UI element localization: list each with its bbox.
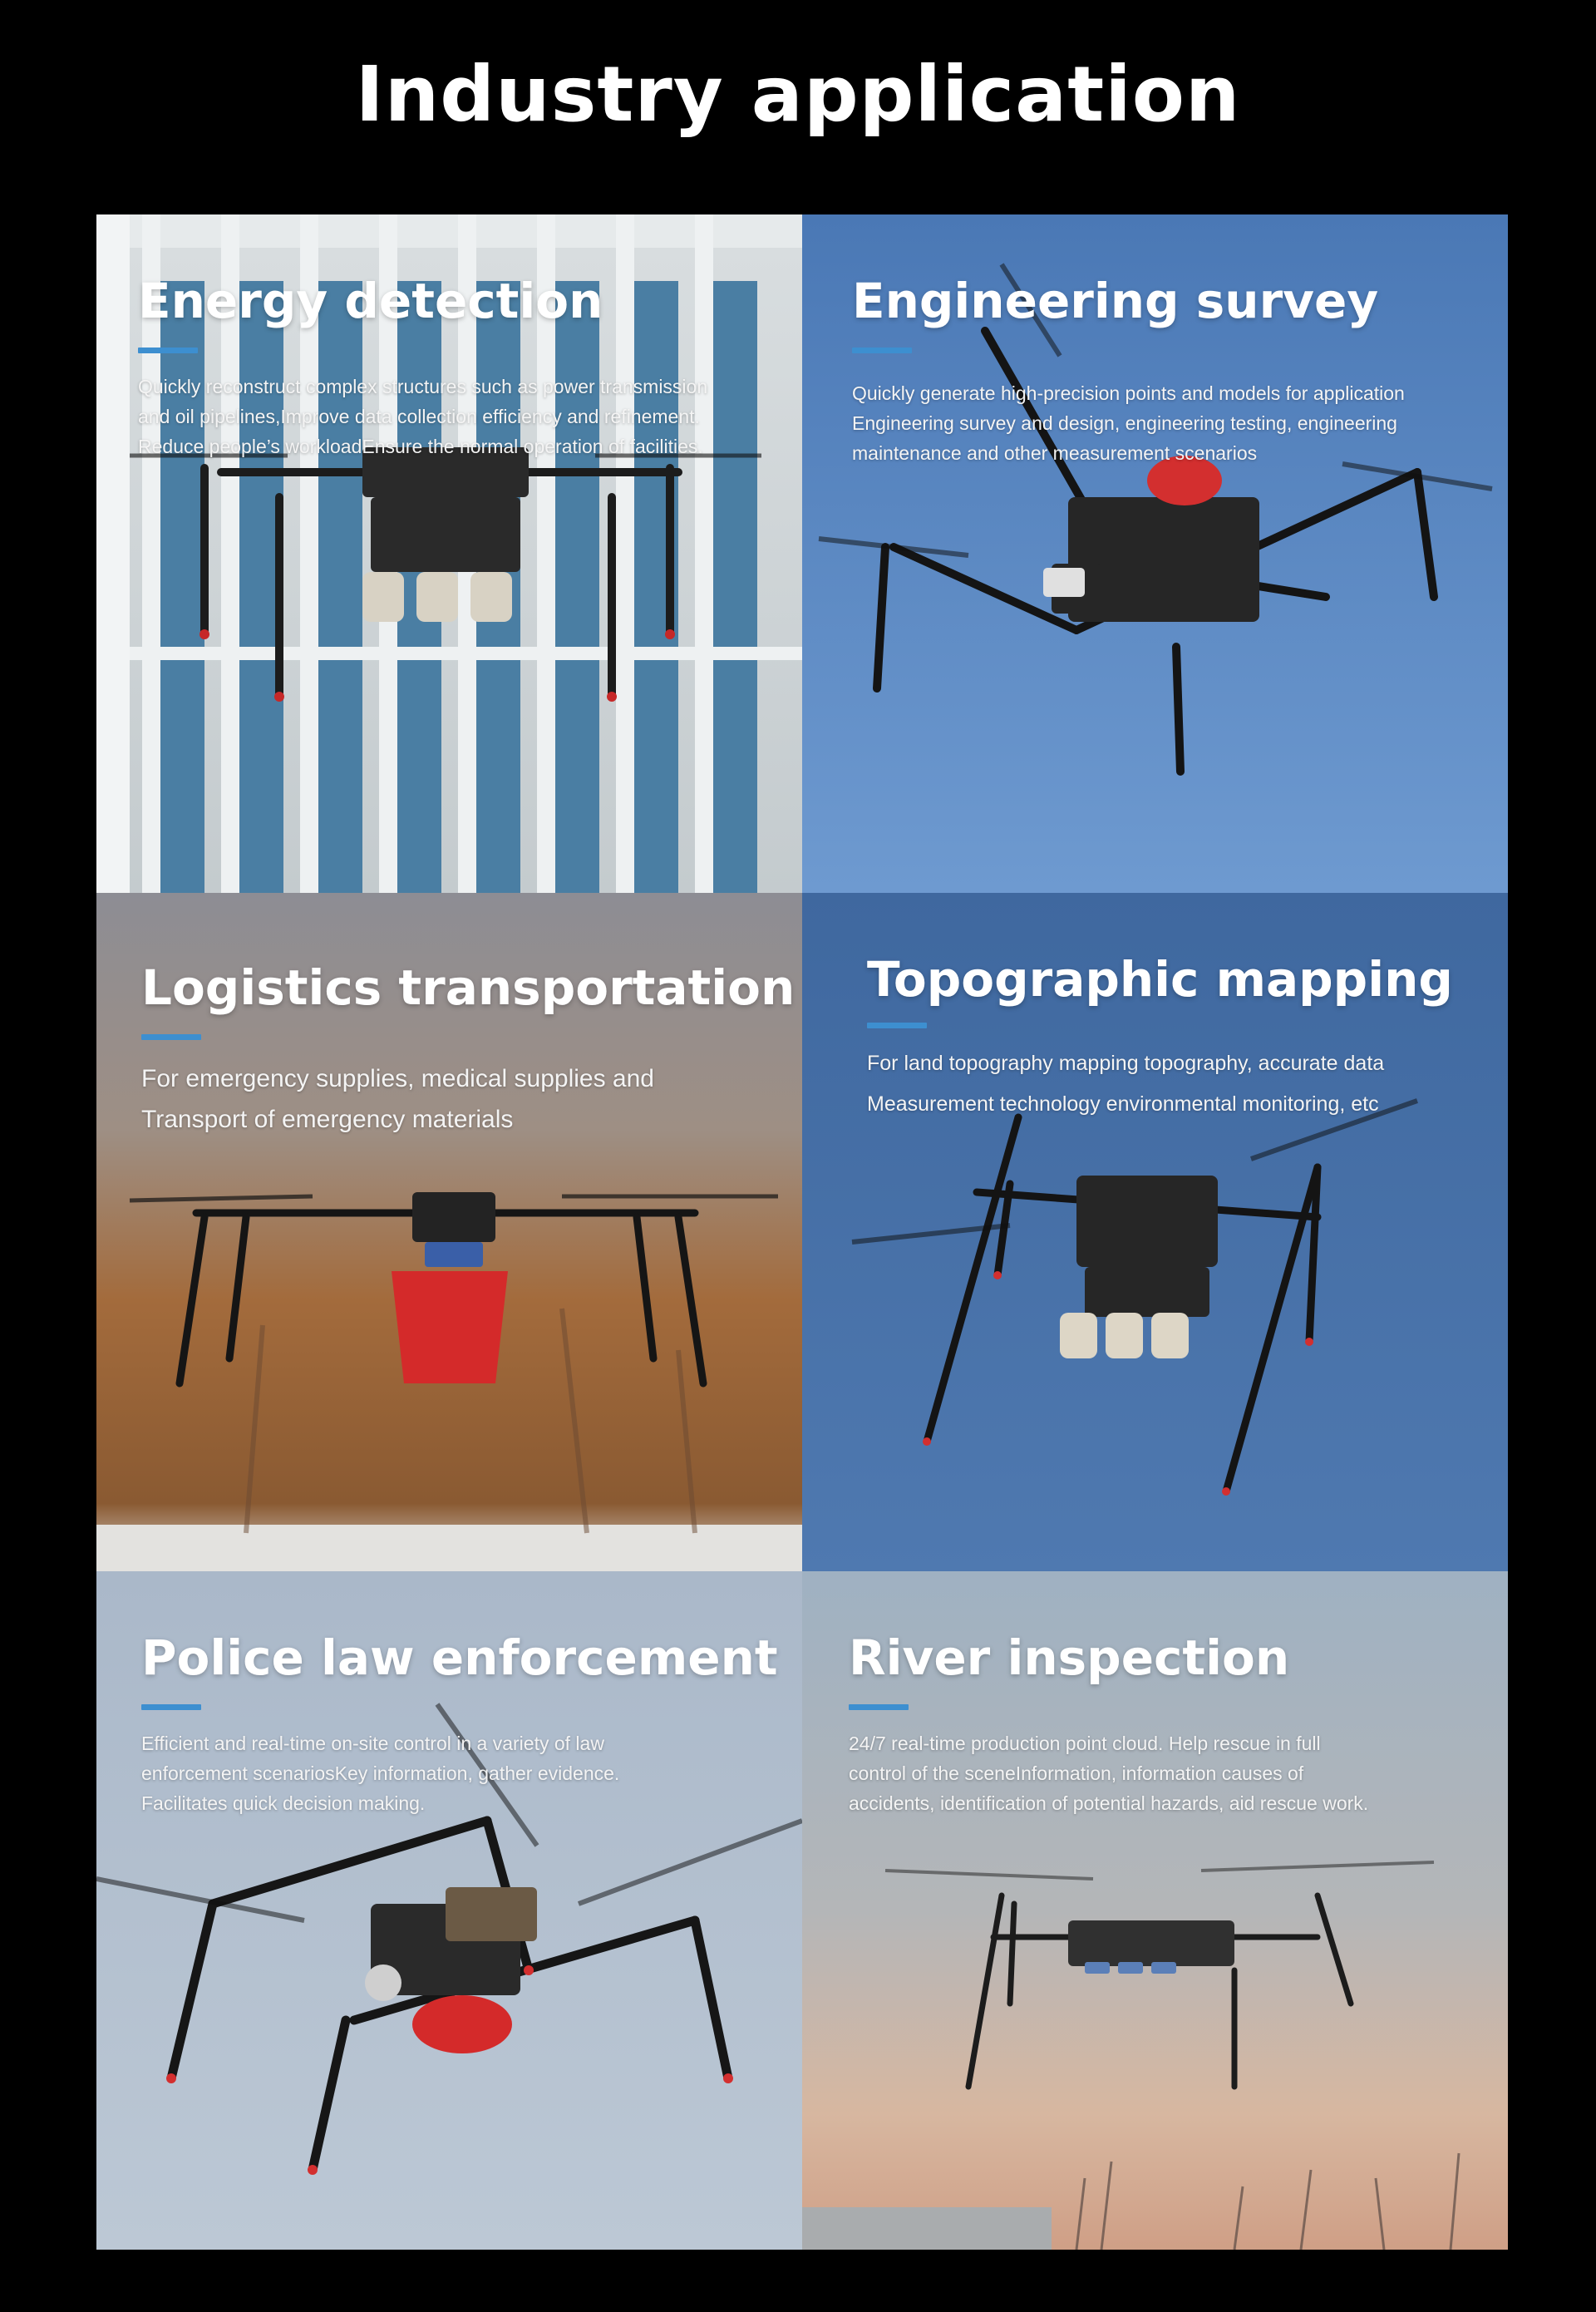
description-line: Engineering survey and design, engineeri… [852, 412, 1397, 434]
police-law-enforcement-photo [96, 1571, 802, 2250]
panel-title: Engineering survey [852, 273, 1379, 329]
description-line: maintenance and other measurement scenar… [852, 442, 1258, 464]
panel-description: For emergency supplies, medical supplies… [141, 1058, 795, 1140]
engineering-survey-text: Engineering survey Quickly generate high… [852, 273, 1405, 468]
topographic-mapping-photo [802, 893, 1508, 1571]
accent-bar [141, 1704, 201, 1710]
river-inspection-photo [802, 1571, 1508, 2250]
accent-bar [849, 1704, 909, 1710]
description-line: Reduce people’s workloadEnsure the norma… [138, 436, 703, 457]
panel-description: For land topography mapping topography, … [867, 1043, 1453, 1125]
description-line: Measurement technology environmental mon… [867, 1092, 1379, 1116]
energy-detection-photo [96, 214, 802, 893]
river-inspection-text: River inspection 24/7 real-time producti… [849, 1629, 1368, 1818]
panel-river-inspection: River inspection 24/7 real-time producti… [802, 1571, 1508, 2250]
panel-description: Quickly reconstruct complex structures s… [138, 372, 707, 461]
panel-title: Topographic mapping [867, 951, 1453, 1008]
description-line: Quickly reconstruct complex structures s… [138, 376, 708, 397]
accent-bar [852, 348, 912, 353]
description-line: For emergency supplies, medical supplies… [141, 1065, 654, 1092]
panel-energy-detection: Energy detection Quickly reconstruct com… [96, 214, 802, 893]
panel-description: Quickly generate high-precision points a… [852, 378, 1405, 468]
description-line: 24/7 real-time production point cloud. H… [849, 1733, 1321, 1754]
panel-topographic-mapping: Topographic mapping For land topography … [802, 893, 1508, 1571]
description-line: Facilitates quick decision making. [141, 1792, 426, 1814]
engineering-survey-photo [802, 214, 1508, 893]
application-grid: Energy detection Quickly reconstruct com… [96, 214, 1508, 2250]
panel-title: Energy detection [138, 273, 603, 329]
accent-bar [867, 1023, 927, 1028]
logistics-transportation-text: Logistics transportation For emergency s… [141, 959, 795, 1140]
panel-title: Logistics transportation [141, 959, 796, 1016]
accent-bar [141, 1034, 201, 1040]
panel-engineering-survey: Engineering survey Quickly generate high… [802, 214, 1508, 893]
police-law-enforcement-text: Police law enforcement Efficient and rea… [141, 1629, 778, 1818]
description-line: and oil pipelines,Improve data collectio… [138, 406, 700, 427]
description-line: Transport of emergency materials [141, 1106, 514, 1133]
page-title: Industry application [355, 50, 1241, 139]
accent-bar [138, 348, 198, 353]
topographic-mapping-text: Topographic mapping For land topography … [867, 951, 1453, 1125]
energy-detection-text: Energy detection Quickly reconstruct com… [138, 273, 707, 461]
panel-logistics-transportation: Logistics transportation For emergency s… [96, 893, 802, 1571]
description-line: accidents, identification of potential h… [849, 1792, 1369, 1814]
panel-description: Efficient and real-time on-site control … [141, 1728, 778, 1818]
logistics-transportation-photo [96, 893, 802, 1571]
description-line: Efficient and real-time on-site control … [141, 1733, 604, 1754]
panel-title: Police law enforcement [141, 1629, 778, 1686]
description-line: control of the sceneInformation, informa… [849, 1762, 1304, 1784]
panel-title: River inspection [849, 1629, 1290, 1686]
description-line: enforcement scenariosKey information, ga… [141, 1762, 620, 1784]
panel-police-law-enforcement: Police law enforcement Efficient and rea… [96, 1571, 802, 2250]
description-line: Quickly generate high-precision points a… [852, 382, 1405, 404]
panel-description: 24/7 real-time production point cloud. H… [849, 1728, 1368, 1818]
description-line: For land topography mapping topography, … [867, 1052, 1385, 1075]
